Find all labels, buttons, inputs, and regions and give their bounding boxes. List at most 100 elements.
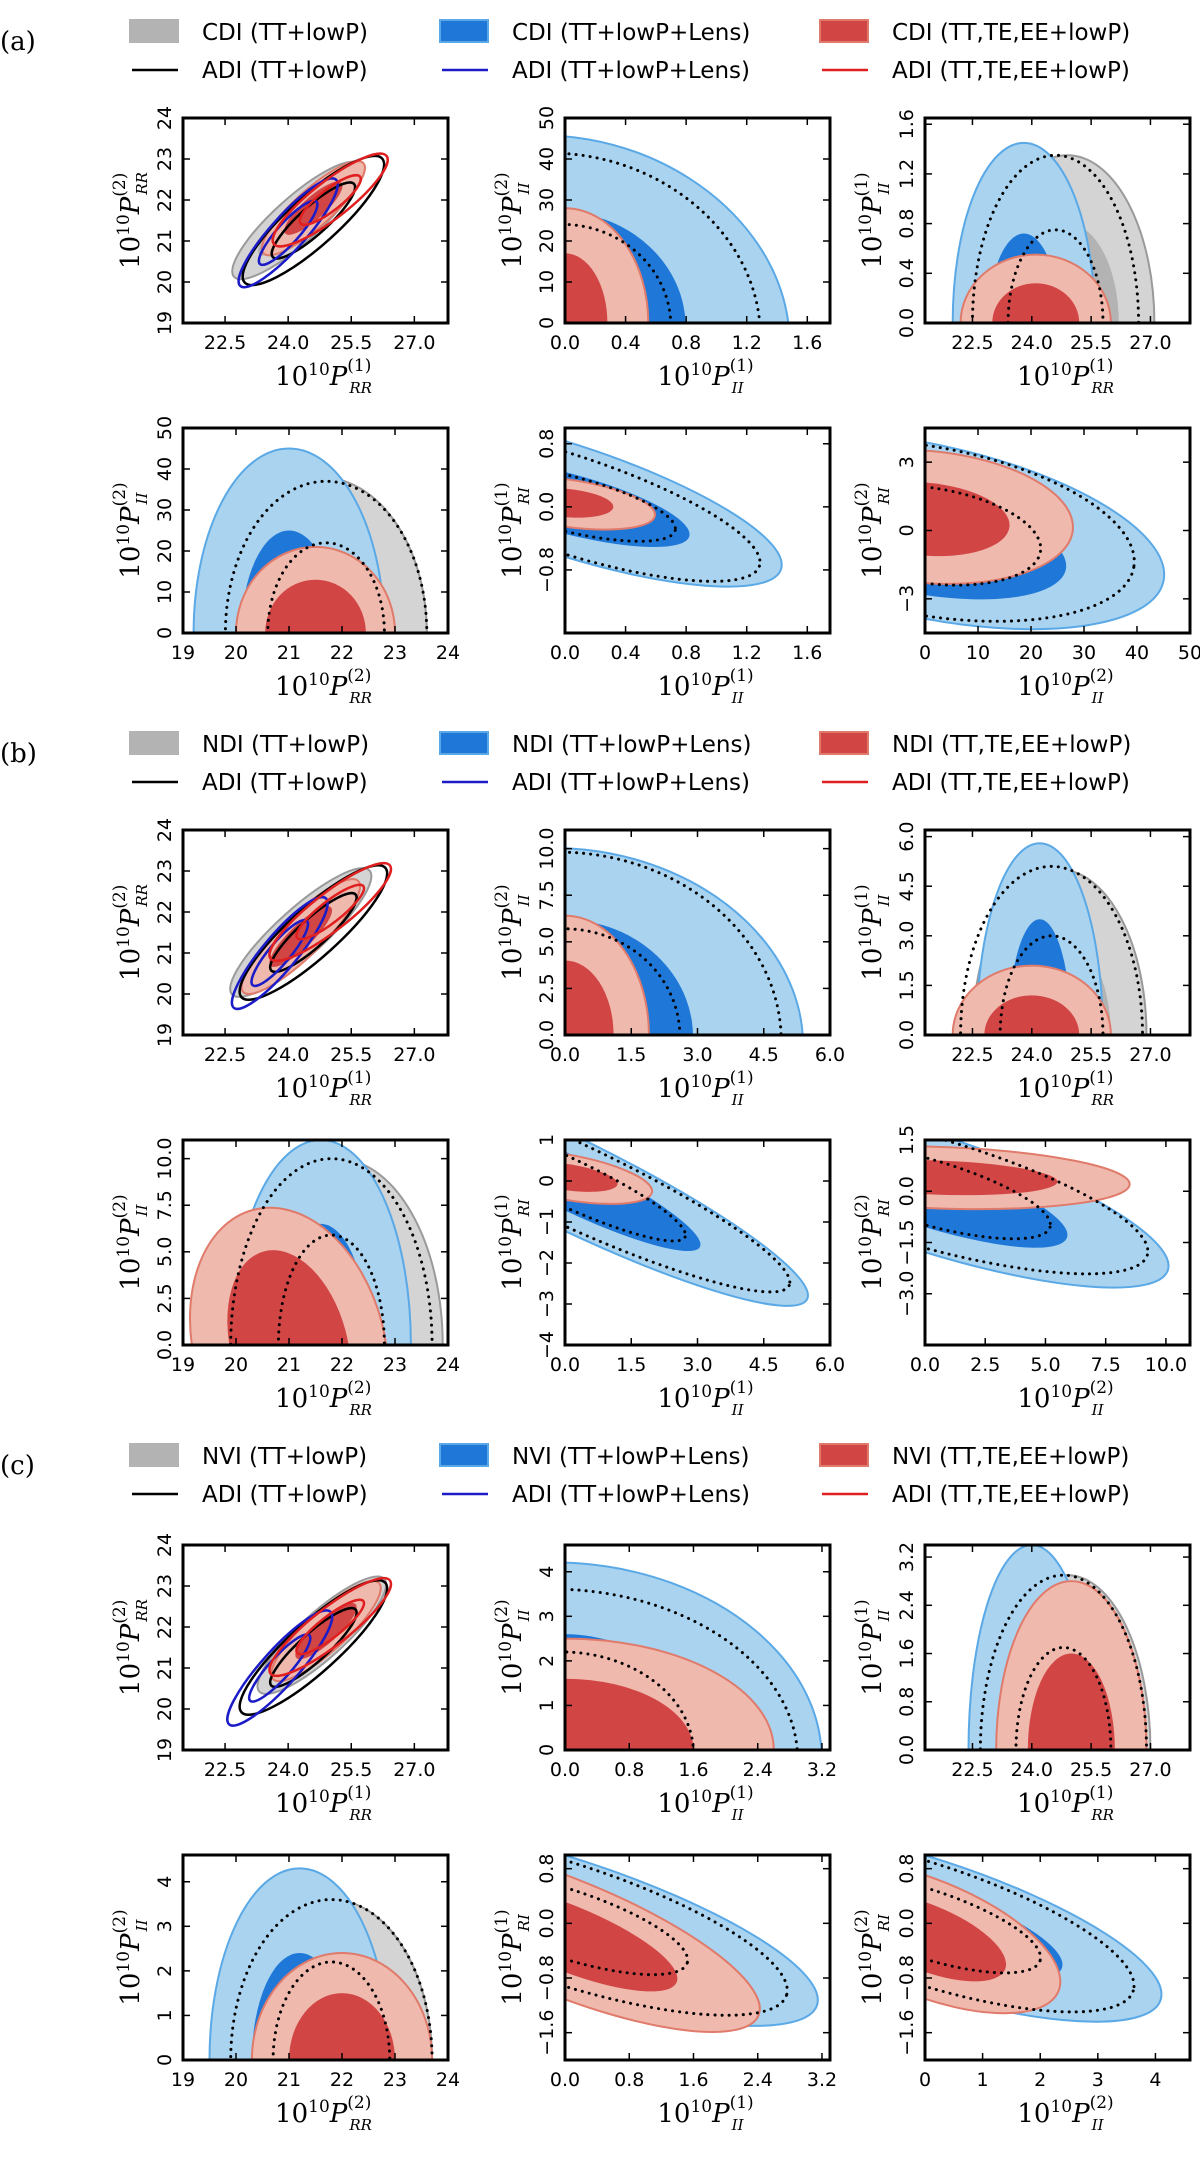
x-tick-label: 4.5 (749, 1044, 779, 1066)
x-tick-label: 24 (436, 2069, 460, 2091)
x-tick-label: 24.0 (267, 1044, 309, 1066)
y-tick-label: 4 (154, 1876, 176, 1888)
svg-text:1010P(1)RR: 1010P(1) RR (275, 1783, 372, 1824)
subplot: 0.0 0.4 0.8 1.2 1.6 0 10 20 30 40 50 1010P(1) II 1010… (492, 106, 832, 397)
y-tick-label: 0 (536, 317, 558, 329)
dotted-contour (925, 1142, 1052, 1241)
subplot: 0 10 20 30 40 50 −3 0 3 1010P(2) II 1010P(2) RI (852, 426, 1200, 707)
y-tick-label: −0.8 (536, 547, 558, 593)
x-tick-label: 0.8 (671, 332, 701, 354)
svg-text:1010P(2)RR: 1010P(2) RR (110, 1599, 151, 1696)
y-tick-label: 0 (536, 1175, 558, 1187)
svg-text:1010P(2)II: 1010P(2) II (492, 884, 533, 980)
svg-text:1010P(1)II: 1010P(1) II (852, 884, 893, 980)
y-tick-label: −1.6 (536, 2010, 558, 2056)
legend-entry: ADI (TT+lowP+Lens) (512, 1482, 750, 1508)
x-tick-label: 22 (330, 642, 354, 664)
x-axis-label: 1010P(2) RR (275, 1378, 372, 1419)
y-tick-label: 0.0 (896, 1908, 918, 1938)
x-tick-label: 25.5 (330, 332, 372, 354)
axes-frame (923, 1543, 1192, 1752)
dotted-contour (565, 1140, 792, 1294)
legend-entry: NVI (TT+lowP) (202, 1444, 367, 1470)
y-tick-label: −1.6 (896, 2010, 918, 2056)
subplot: 0.0 2.5 5.0 7.5 10.0 −3.0 −1.5 0.0 1.5 1010P(2) II… (852, 1125, 1192, 1419)
axes-frame (181, 1543, 450, 1752)
x-tick-label: 23 (383, 1354, 407, 1376)
axes-frame (181, 1853, 450, 2062)
svg-text:1010P(1)RI: 1010P(1) RI (492, 482, 533, 578)
y-tick-label: 3 (536, 1610, 558, 1622)
x-tick-label: 20 (224, 1354, 248, 1376)
y-tick-label: 24 (154, 1533, 176, 1557)
x-tick-label: 1.6 (792, 332, 822, 354)
y-tick-label: 19 (154, 1023, 176, 1047)
panel-label: (b) (0, 739, 37, 769)
x-tick-label: 24 (436, 1354, 460, 1376)
legend-swatch (129, 1443, 179, 1467)
x-tick-label: 1.5 (616, 1044, 646, 1066)
x-axis-label: 1010P(1) RR (275, 1068, 372, 1109)
subplot: 0 1 2 3 4 −1.6 −0.8 0.0 0.8 1010P(2) II 1010P(2) RI (852, 1853, 1192, 2134)
dotted-contour (565, 1870, 690, 1977)
svg-text:1010P(2)II: 1010P(2) II (1017, 666, 1113, 707)
y-tick-label: 2.5 (154, 1283, 176, 1313)
svg-text:1010P(1)RR: 1010P(1) RR (1017, 1783, 1114, 1824)
svg-text:1010P(1)RR: 1010P(1) RR (1017, 356, 1114, 397)
legend-entry: CDI (TT+lowP) (202, 20, 368, 46)
y-axis-label: 1010P(2) RI (852, 1194, 893, 1290)
legend-entry: NDI (TT+lowP+Lens) (512, 732, 751, 758)
subplot: 0.0 1.5 3.0 4.5 6.0 −4 −3 −2 −1 0 1 1010P(1) II 1010P… (492, 1134, 845, 1419)
x-tick-label: 22.5 (951, 1759, 993, 1781)
subplot: 0.0 0.8 1.6 2.4 3.2 0 1 2 3 4 1010P(1) II 1010P(2) II (492, 1543, 837, 1824)
x-tick-label: 25.5 (1070, 1759, 1112, 1781)
y-tick-label: 22 (154, 1615, 176, 1639)
x-axis-label: 1010P(1) RR (275, 1783, 372, 1824)
legend-entry: NVI (TT,TE,EE+lowP) (892, 1444, 1129, 1470)
x-tick-label: 27.0 (393, 1759, 435, 1781)
x-tick-label: 1.6 (792, 642, 822, 664)
y-tick-label: 0.8 (536, 1854, 558, 1884)
dotted-contour (565, 1855, 789, 2017)
svg-text:1010P(2)II: 1010P(2) II (110, 1194, 151, 1290)
svg-text:1010P(2)II: 1010P(2) II (1017, 1378, 1113, 1419)
x-tick-label: 22.5 (204, 1044, 246, 1066)
y-axis-label: 1010P(2) RI (852, 1909, 893, 2005)
svg-text:1010P(2)II: 1010P(2) II (492, 172, 533, 268)
x-tick-label: 0 (919, 642, 931, 664)
y-tick-label: 4.5 (896, 871, 918, 901)
y-tick-label: 5.0 (154, 1237, 176, 1267)
y-tick-label: −4 (536, 1331, 558, 1359)
y-tick-label: 30 (536, 188, 558, 212)
y-tick-label: 0.0 (896, 1735, 918, 1765)
x-tick-label: 1.2 (732, 332, 762, 354)
svg-text:1010P(2)RR: 1010P(2) RR (275, 666, 372, 707)
y-tick-label: 20 (154, 1697, 176, 1721)
y-tick-label: 1 (536, 1699, 558, 1711)
contour-line-black (241, 154, 386, 287)
x-tick-label: 22.5 (951, 332, 993, 354)
x-tick-label: 22.5 (204, 332, 246, 354)
svg-text:1010P(2)RI: 1010P(2) RI (852, 1194, 893, 1290)
y-axis-label: 1010P(1) II (852, 1599, 893, 1695)
y-tick-label: 0.0 (896, 308, 918, 338)
axes-frame (181, 116, 450, 325)
contour-red-inner (565, 1678, 694, 1750)
panel-label: (a) (0, 27, 36, 57)
y-tick-label: 0.4 (896, 258, 918, 288)
dotted-contour (925, 1140, 1150, 1276)
dotted-contour (925, 483, 1043, 587)
y-tick-label: 0.8 (896, 1854, 918, 1884)
axes-frame (923, 828, 1192, 1037)
x-tick-label: 19 (171, 2069, 195, 2091)
plot-area (183, 830, 448, 1035)
y-tick-label: 0.8 (536, 429, 558, 459)
y-tick-label: 7.5 (536, 880, 558, 910)
subplot: 22.5 24.0 25.5 27.0 19 20 21 22 23 24 1010P(1) RR 10… (110, 818, 450, 1109)
x-tick-label: 3 (1092, 2069, 1104, 2091)
contour-red-inner (992, 283, 1080, 323)
x-tick-label: 21 (277, 642, 301, 664)
svg-text:1010P(1)II: 1010P(1) II (657, 1783, 753, 1824)
contour-line-black (238, 1578, 389, 1717)
x-tick-label: 27.0 (393, 332, 435, 354)
